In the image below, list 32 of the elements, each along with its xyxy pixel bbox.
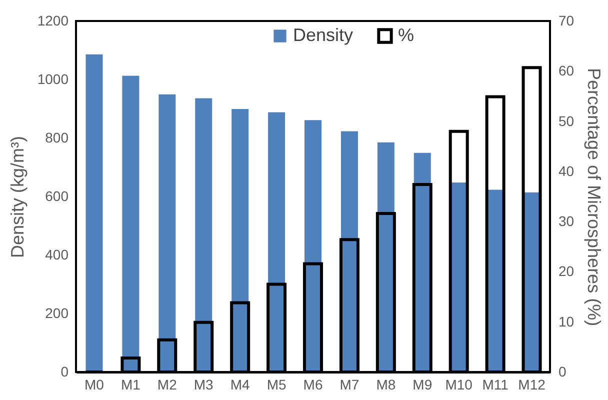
legend-label: %	[398, 25, 414, 45]
x-tick-label: M10	[445, 376, 473, 392]
x-tick-label: M5	[266, 376, 286, 392]
x-tick-label: M9	[412, 376, 432, 392]
y-tick-label: 0	[60, 364, 69, 380]
y2-tick-label: 20	[558, 263, 574, 280]
y2-tick-label: 40	[558, 162, 574, 179]
x-tick-label: M12	[518, 376, 546, 392]
y2-tick-label: 10	[558, 313, 574, 330]
x-tick-label: M4	[230, 376, 250, 392]
y2-axis-title: Percentage of Microspheres (%)	[584, 68, 604, 326]
x-tick-label: M6	[303, 376, 323, 392]
x-tick-label: M1	[120, 376, 141, 392]
x-tick-label: M3	[194, 376, 214, 392]
y2-tick-label: 60	[558, 62, 574, 79]
x-tick-label: M2	[157, 376, 178, 392]
x-tick-label: M0	[84, 376, 104, 392]
y2-tick-label: 70	[558, 12, 574, 28]
y-tick-label: 200	[45, 305, 69, 321]
x-tick-label: M11	[482, 376, 509, 392]
y2-tick-label: 0	[558, 364, 566, 380]
y-tick-label: 1000	[37, 71, 69, 87]
legend-label: Density	[293, 25, 354, 45]
y-tick-label: 600	[45, 188, 69, 204]
y-tick-label: 400	[45, 246, 69, 262]
y-tick-label: 1200	[37, 12, 69, 28]
y-tick-label: 800	[45, 130, 69, 146]
x-tick-label: M8	[376, 376, 396, 392]
y2-tick-label: 30	[558, 213, 574, 230]
x-tick-label: M7	[340, 376, 360, 392]
y2-tick-label: 50	[558, 112, 574, 129]
y-axis-title: Density (kg/m³)	[7, 136, 28, 258]
